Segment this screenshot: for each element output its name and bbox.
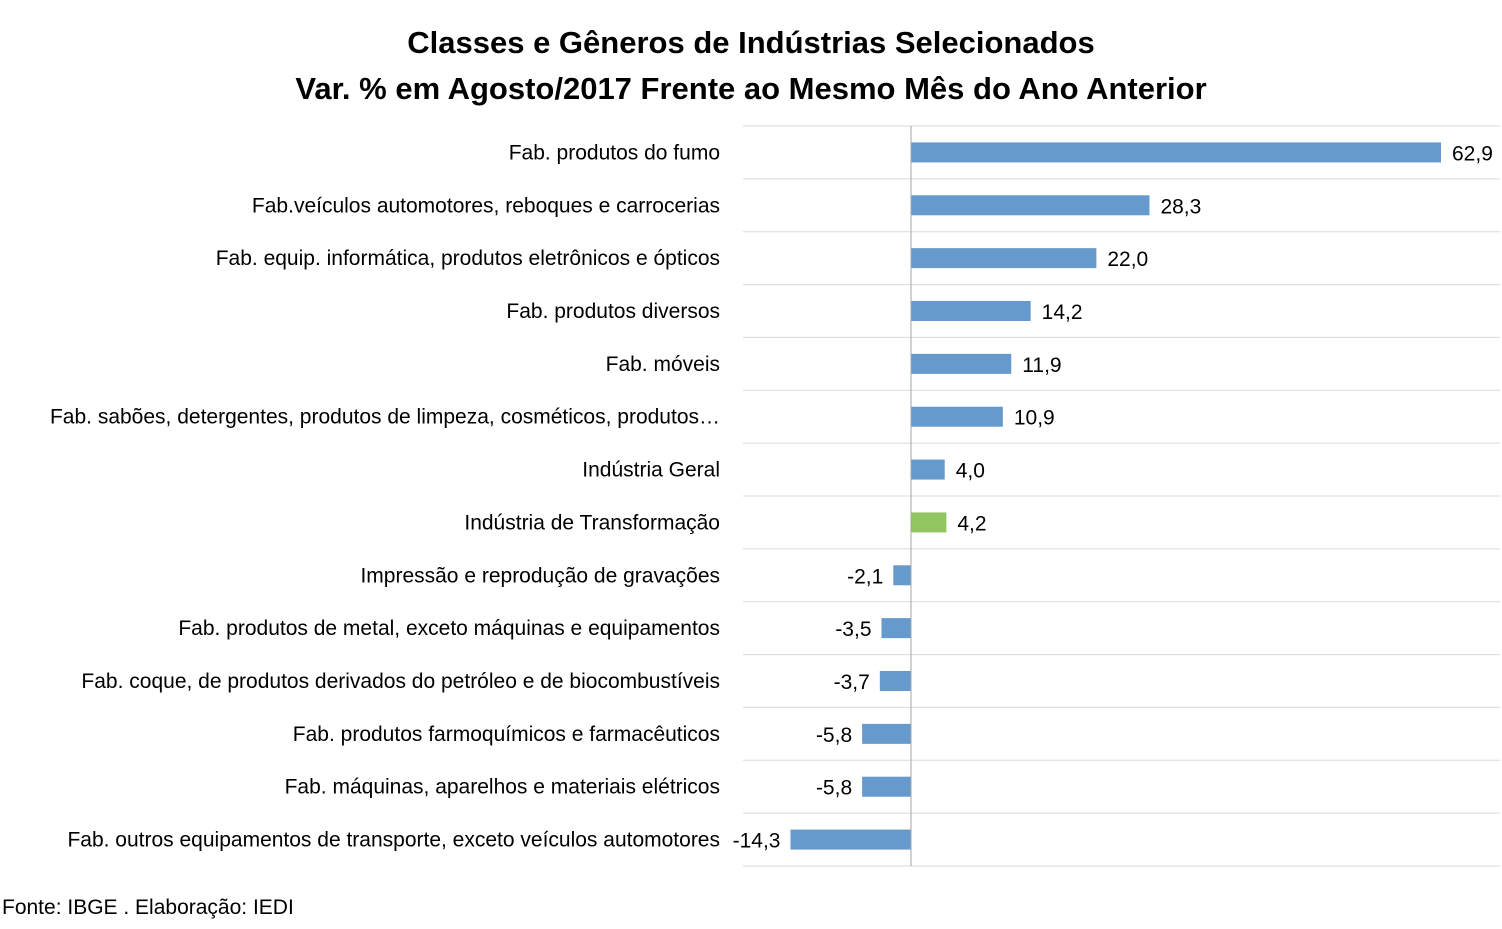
category-label: Indústria Geral <box>582 459 720 482</box>
bar <box>893 565 911 586</box>
bar <box>911 459 945 480</box>
chart-title-block: Classes e Gêneros de Indústrias Selecion… <box>0 20 1502 112</box>
bar <box>911 142 1441 163</box>
data-label: -5,8 <box>816 724 852 747</box>
bar <box>879 671 911 691</box>
data-label: 28,3 <box>1160 195 1201 218</box>
data-label: -3,7 <box>834 671 870 694</box>
data-label: -14,3 <box>733 830 781 853</box>
category-label: Fab. sabões, detergentes, produtos de li… <box>50 406 720 429</box>
category-label: Fab. produtos de metal, exceto máquinas … <box>178 617 720 640</box>
category-label: Fab. outros equipamentos de transporte, … <box>67 829 720 852</box>
data-label: 4,2 <box>957 512 986 535</box>
category-label: Fab. móveis <box>606 353 720 376</box>
data-label: 4,0 <box>956 460 985 483</box>
data-label: 14,2 <box>1042 301 1083 324</box>
bar <box>790 829 911 850</box>
data-label: -5,8 <box>816 777 852 800</box>
data-label: -3,5 <box>835 618 871 641</box>
bar <box>911 512 947 533</box>
bar <box>911 195 1150 216</box>
chart-title: Classes e Gêneros de Indústrias Selecion… <box>407 25 1095 60</box>
bar <box>881 618 911 639</box>
bar <box>911 406 1003 427</box>
data-label: 10,9 <box>1014 407 1055 430</box>
category-label: Indústria de Transformação <box>464 511 720 534</box>
category-label: Impressão e reprodução de gravações <box>360 564 720 587</box>
data-label: 62,9 <box>1452 142 1493 165</box>
bar <box>862 776 911 797</box>
category-label: Fab. produtos farmoquímicos e farmacêuti… <box>293 723 720 746</box>
bar <box>911 353 1012 374</box>
category-label: Fab.veículos automotores, reboques e car… <box>252 194 720 217</box>
bar <box>862 723 911 744</box>
category-label: Fab. produtos diversos <box>506 300 720 323</box>
bar <box>911 301 1031 321</box>
data-label: 22,0 <box>1107 248 1148 271</box>
data-label: -2,1 <box>847 565 883 588</box>
category-label: Fab. produtos do fumo <box>509 141 720 164</box>
source-note: Fonte: IBGE . Elaboração: IEDI <box>2 896 294 919</box>
chart-subtitle: Var. % em Agosto/2017 Frente ao Mesmo Mê… <box>295 71 1207 106</box>
category-label: Fab. equip. informática, produtos eletrô… <box>216 247 720 270</box>
bar <box>911 248 1097 269</box>
category-label: Fab. máquinas, aparelhos e materiais elé… <box>285 776 720 799</box>
data-label: 11,9 <box>1022 354 1061 377</box>
category-label: Fab. coque, de produtos derivados do pet… <box>81 670 720 693</box>
